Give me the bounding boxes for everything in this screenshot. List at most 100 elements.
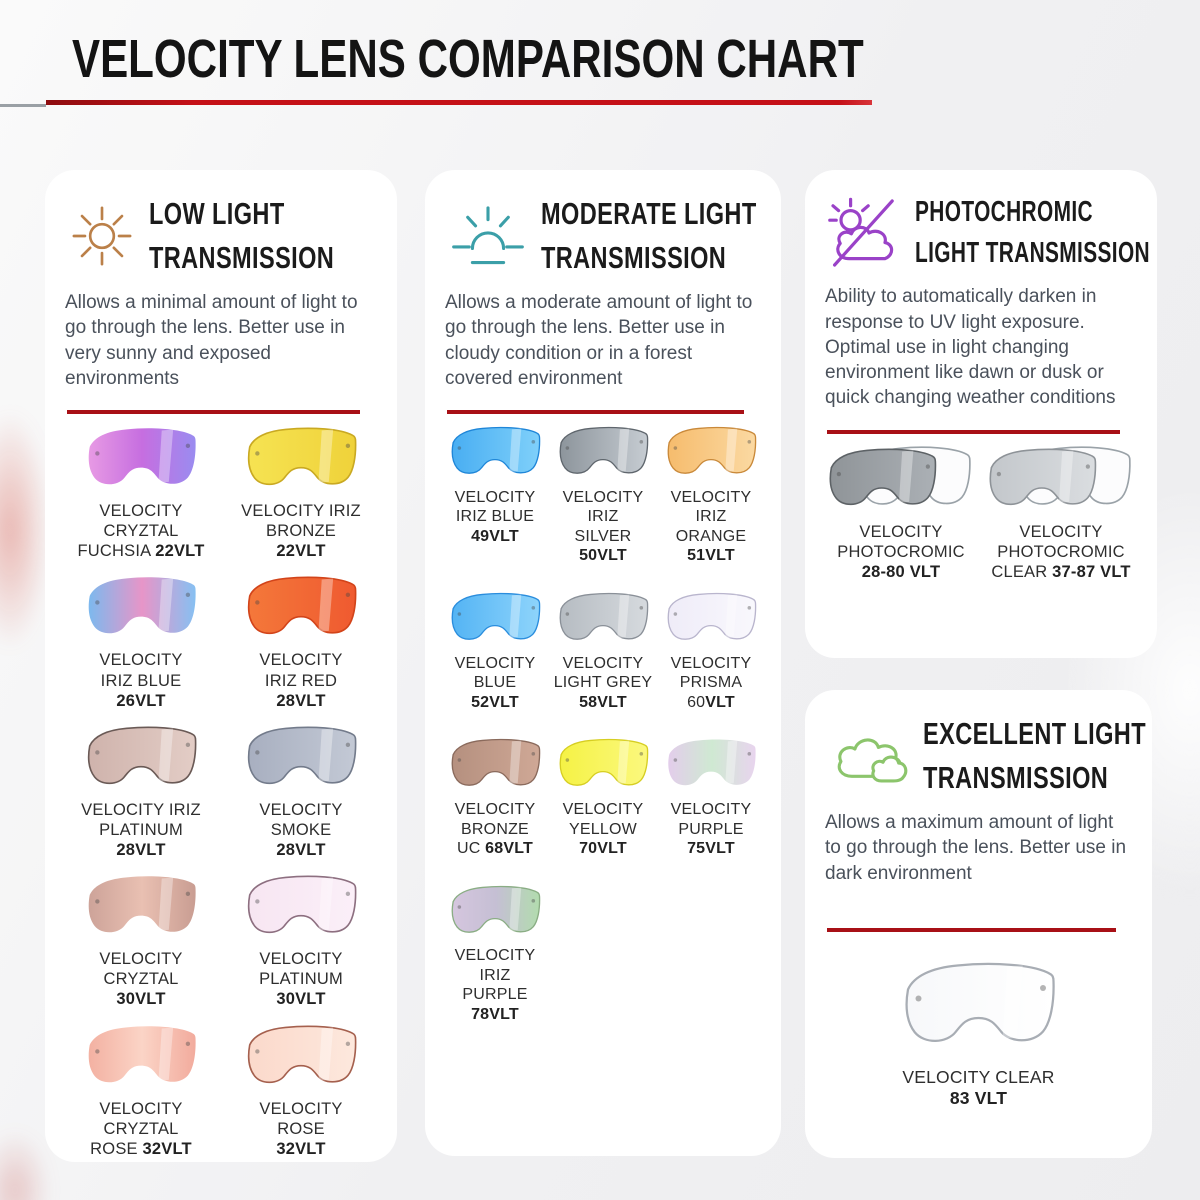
lens-item: VELOCITY LIGHT GREY 58VLT (553, 590, 653, 712)
lens-image (667, 592, 757, 640)
lens-item: VELOCITY PRISMA 60VLT (661, 590, 761, 712)
panel-title: EXCELLENT LIGHT TRANSMISSION (923, 716, 1146, 796)
lens-item: VELOCITY CLEAR 83 VLT (825, 958, 1132, 1110)
lens-image (451, 739, 541, 787)
lens-caption: VELOCITY IRIZ PURPLE 78VLT (454, 947, 536, 1023)
panel-title: MODERATE LIGHT TRANSMISSION (541, 196, 757, 276)
panel-header: MODERATE LIGHT TRANSMISSION (445, 192, 761, 280)
red-divider (827, 429, 1121, 434)
lens-caption: VELOCITY PHOTOCROMIC CLEAR 37-87 VLT (991, 522, 1131, 581)
lens-image (559, 426, 649, 474)
lens-image (905, 962, 1055, 1042)
lens-item: VELOCITY PHOTOCROMIC CLEAR 37-87 VLT (985, 444, 1137, 582)
lens-grid: VELOCITY PHOTOCROMIC 28-80 VLT VELOCITY PHO… (825, 444, 1137, 582)
lens-item: VELOCITY IRIZ RED 28VLT (225, 573, 377, 710)
lens-item: VELOCITY YELLOW 70VLT (553, 736, 653, 858)
low-light-panel: LOW LIGHT TRANSMISSION Allows a minimal … (45, 170, 397, 1162)
lens-caption: VELOCITY PHOTOCROMIC 28-80 VLT (837, 522, 965, 581)
sun-icon (65, 199, 139, 273)
lens-image (247, 875, 357, 934)
excellent-light-panel: EXCELLENT LIGHT TRANSMISSION Allows a ma… (805, 690, 1152, 1158)
lens-item: VELOCITY IRIZ BLUE 49VLT (445, 424, 545, 566)
lens-item: VELOCITY PURPLE 75VLT (661, 736, 761, 858)
moderate-light-panel: MODERATE LIGHT TRANSMISSION Allows a mod… (425, 170, 781, 1156)
lens-image (87, 726, 197, 784)
lens-caption: VELOCITY PRISMA 60VLT (670, 654, 752, 711)
lens-item: VELOCITY IRIZ BLUE 26VLT (65, 573, 217, 710)
lens-item: VELOCITY CRYZTAL FUCHSIA 22VLT (65, 424, 217, 561)
lens-caption: VELOCITY YELLOW 70VLT (562, 801, 644, 858)
panel-title: PHOTOCHROMIC LIGHT TRANSMISSION (915, 196, 1151, 270)
panel-header: EXCELLENT LIGHT TRANSMISSION (825, 712, 1146, 800)
lens-caption: VELOCITY CRYZTAL 30VLT (99, 950, 183, 1009)
lens-item: VELOCITY PHOTOCROMIC 28-80 VLT (825, 444, 977, 582)
clouds-icon (825, 717, 913, 795)
lens-item: VELOCITY BRONZE UC 68VLT (445, 736, 545, 858)
lens-item: VELOCITY IRIZ SILVER 50VLT (553, 424, 653, 566)
lens-grid: VELOCITY CLEAR 83 VLT (825, 958, 1132, 1110)
lens-caption: VELOCITY IRIZ BLUE 26VLT (99, 651, 183, 710)
lens-item: VELOCITY IRIZ BRONZE 22VLT (225, 424, 377, 561)
lens-caption: VELOCITY IRIZ PLATINUM 28VLT (81, 800, 201, 860)
lens-item: VELOCITY IRIZ PURPLE 78VLT (445, 883, 545, 1025)
sun-cloud-slash-icon (825, 193, 905, 273)
lens-image (88, 428, 196, 485)
lens-image (88, 577, 196, 634)
lens-image (668, 739, 756, 786)
title-underline-red (46, 100, 872, 105)
lens-image (247, 427, 357, 486)
lens-caption: VELOCITY BLUE 52VLT (454, 654, 536, 711)
lens-image (559, 739, 649, 787)
red-divider (827, 927, 1116, 932)
lens-image (88, 1025, 196, 1082)
lens-item: VELOCITY PLATINUM 30VLT (225, 872, 377, 1009)
panel-header: PHOTOCHROMIC LIGHT TRANSMISSION (825, 192, 1150, 274)
panel-description: Allows a moderate amount of light to go … (445, 292, 753, 389)
lens-item: VELOCITY IRIZ ORANGE 51VLT (661, 424, 761, 566)
lens-item: VELOCITY BLUE 52VLT (445, 590, 545, 712)
lens-caption: VELOCITY IRIZ ORANGE 51VLT (670, 488, 752, 565)
lens-caption: VELOCITY IRIZ BLUE 49VLT (454, 488, 536, 545)
panel-description: Allows a maximum amount of light to go t… (825, 812, 1127, 884)
red-divider (447, 410, 745, 415)
lens-image (247, 576, 357, 635)
lens-caption: VELOCITY SMOKE 28VLT (259, 800, 343, 860)
photochromic-panel: PHOTOCHROMIC LIGHT TRANSMISSION Ability … (805, 170, 1157, 658)
lens-caption: VELOCITY LIGHT GREY 58VLT (553, 654, 653, 711)
lens-grid: VELOCITY IRIZ BLUE 49VLT VELOCITY IRIZ SILVE… (445, 424, 761, 1024)
lens-item: VELOCITY CRYZTAL 30VLT (65, 872, 217, 1009)
lens-caption: VELOCITY CRYZTAL ROSE 32VLT (90, 1099, 192, 1158)
background-blur-red (0, 410, 50, 650)
lens-grid: VELOCITY CRYZTAL FUCHSIA 22VLT VELOCITY IR… (65, 424, 377, 1159)
lens-caption: VELOCITY IRIZ RED 28VLT (259, 651, 343, 710)
red-divider (67, 410, 361, 415)
page-title: VELOCITY LENS COMPARISON CHART (72, 29, 864, 89)
lens-image (88, 876, 196, 933)
lens-image (667, 426, 757, 474)
panel-description: Allows a minimal amount of light to go t… (65, 292, 358, 389)
lens-image (829, 446, 971, 505)
lens-caption: VELOCITY IRIZ BRONZE 22VLT (241, 502, 361, 561)
lens-item: VELOCITY ROSE 32VLT (225, 1022, 377, 1159)
lens-caption: VELOCITY PLATINUM 30VLT (259, 950, 343, 1009)
lens-caption: VELOCITY ROSE 32VLT (259, 1099, 343, 1158)
lens-caption: VELOCITY PURPLE 75VLT (670, 801, 752, 858)
lens-caption: VELOCITY CRYZTAL FUCHSIA 22VLT (77, 502, 205, 561)
lens-image (247, 726, 357, 784)
lens-image (451, 592, 541, 640)
lens-image (247, 1025, 357, 1083)
title-underline-grey (0, 104, 46, 107)
lens-item: VELOCITY CRYZTAL ROSE 32VLT (65, 1022, 217, 1159)
lens-image (451, 426, 541, 474)
lens-image (451, 885, 541, 933)
sunrise-icon (445, 197, 531, 275)
lens-caption: VELOCITY IRIZ SILVER 50VLT (562, 488, 644, 565)
lens-image (989, 446, 1131, 505)
lens-caption: VELOCITY CLEAR 83 VLT (902, 1066, 1055, 1109)
panel-header: LOW LIGHT TRANSMISSION (65, 192, 377, 280)
panel-description: Ability to automatically darken in respo… (825, 286, 1116, 409)
panel-title: LOW LIGHT TRANSMISSION (149, 196, 335, 276)
lens-caption: VELOCITY BRONZE UC 68VLT (454, 801, 536, 858)
lens-item: VELOCITY IRIZ PLATINUM 28VLT (65, 723, 217, 860)
